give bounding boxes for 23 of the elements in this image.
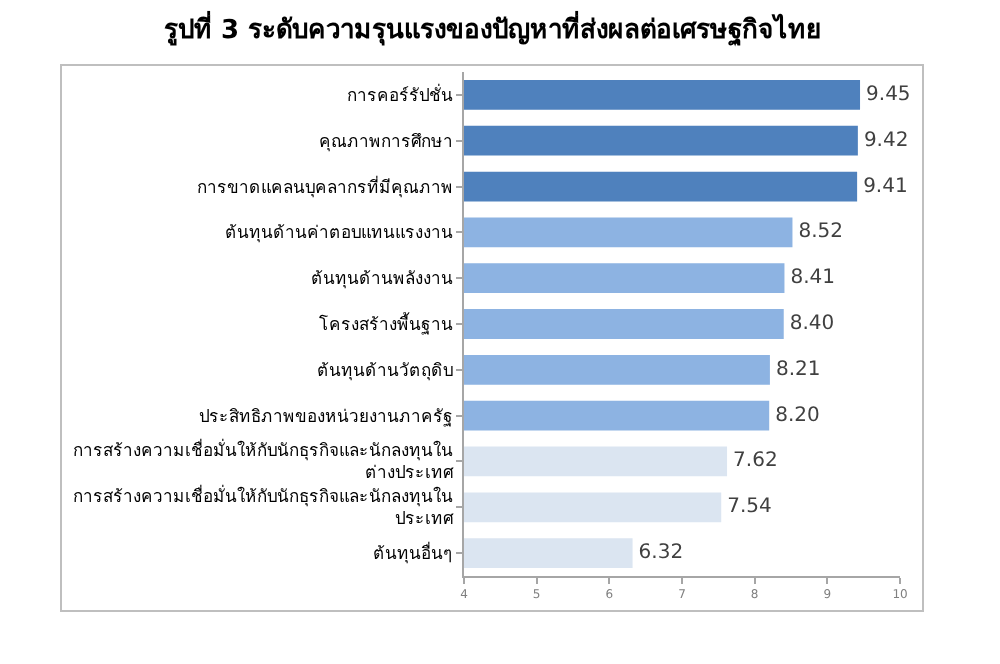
data-label: 9.41 [863,175,908,198]
data-label: 8.41 [790,267,835,290]
y-tick-label: ประสิทธิภาพของหน่วยงานภาครัฐ [198,407,453,428]
data-label: 9.42 [863,129,909,152]
data-label: 7.62 [733,450,778,473]
data-label: 6.32 [638,542,684,565]
data-label: 8.40 [789,313,835,335]
data-label: 9.45 [866,83,911,106]
y-tick-label: การสร้างความเชื่อมั่นให้กับนักธุรกิจและนักลงทุนใน ต่างประเทศ [72,438,455,485]
y-tick-label: ต้นทุนด้านวัตถุดิบ [316,359,453,382]
y-tick-label: การสร้างความเชื่อมั่นให้กับนักธุรกิจและนักลงทุนใน ประเทศ [72,484,455,531]
y-tick-label: ต้นทุนอื่นๆ [372,541,453,566]
data-label: 8.52 [798,221,843,244]
chart-title: รูปที่ 3 ระดับความรุนแรงของปัญหาที่ส่งผลต่อเศรษฐกิจไทย [164,9,823,50]
data-label: 8.21 [775,358,821,381]
y-tick-label: ต้นทุนด้านค่าตอบแทนแรงงาน [224,222,453,245]
data-label: 7.54 [727,496,772,519]
y-tick-label: คุณภาพการศึกษา [318,132,453,153]
data-label: 8.20 [775,404,820,427]
y-tick-label: โครงสร้างพื้นฐาน [318,311,453,336]
y-tick-label: การคอร์รัปชั่น [346,82,453,107]
y-tick-label: การขาดแคลนบุคลากรที่มีคุณภาพ [196,174,453,199]
y-tick-label: ต้นทุนด้านพลังงาน [310,268,453,291]
